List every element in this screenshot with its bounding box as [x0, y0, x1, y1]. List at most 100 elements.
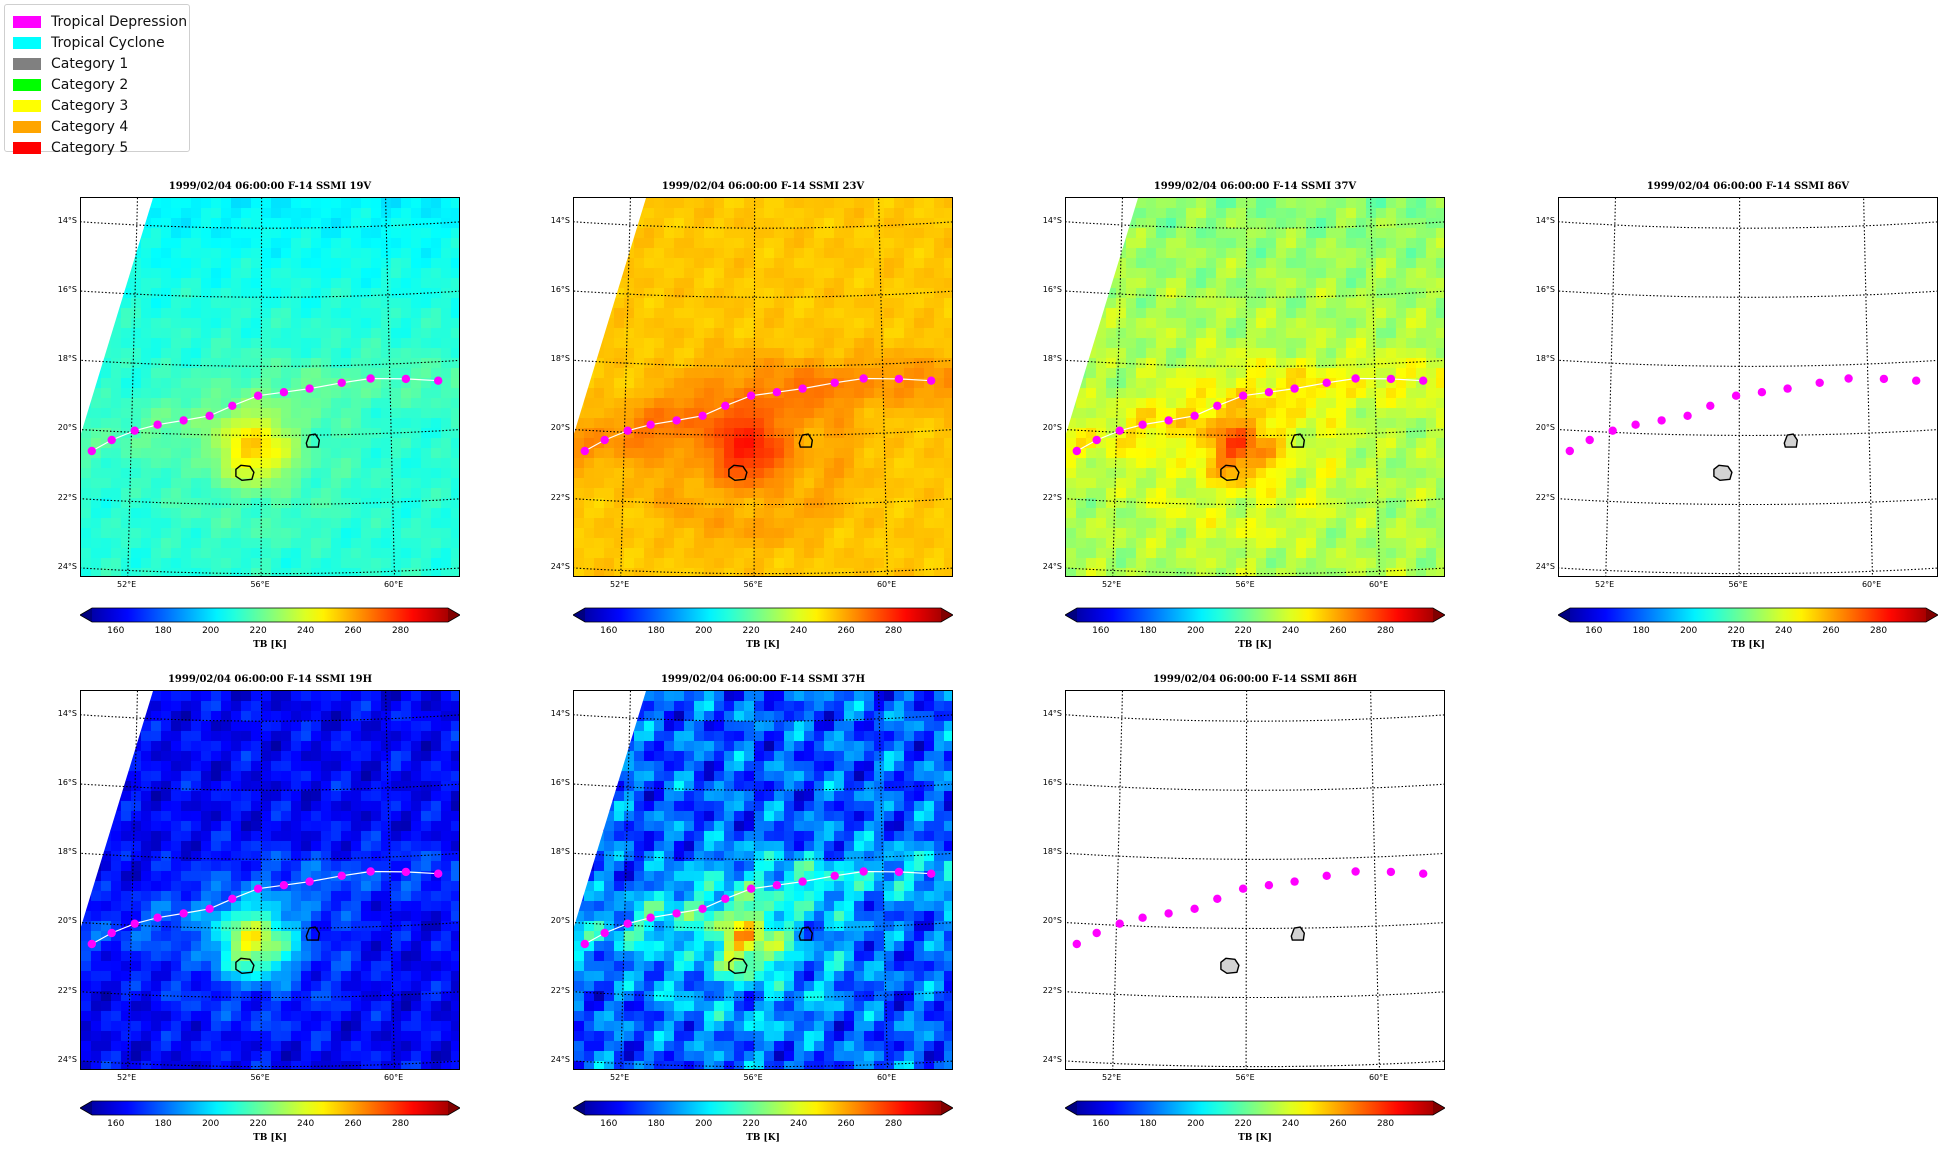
track-point-8	[772, 881, 782, 890]
colorbar-tick-label: 180	[1139, 1119, 1157, 1129]
lat-label: 16°S	[57, 778, 77, 788]
island-reunion	[235, 464, 255, 481]
panel-title: 1999/02/04 06:00:00 F-14 SSMI 37V	[1153, 181, 1357, 192]
track-point-0	[1072, 446, 1081, 456]
track-point-4	[1164, 909, 1173, 918]
lat-label: 20°S	[550, 916, 570, 926]
legend-label: Category 4	[51, 118, 129, 135]
track-point-13	[1419, 376, 1428, 385]
lat-label: 24°S	[57, 561, 77, 571]
swath-gap	[574, 198, 646, 434]
colorbar	[1065, 1100, 1445, 1116]
island-mauritius	[1290, 926, 1306, 941]
colorbar	[573, 1100, 953, 1116]
colorbar-tick-label: 160	[107, 1119, 125, 1129]
colorbar-label: TB [K]	[746, 640, 780, 650]
lon-label: 52°E	[610, 1073, 630, 1082]
lon-label: 56°E	[743, 580, 763, 589]
track-point-12	[401, 867, 411, 877]
panel-title: 1999/02/04 06:00:00 F-14 SSMI 23V	[661, 181, 865, 192]
lon-label: 52°E	[1102, 1073, 1122, 1082]
track-point-3	[1138, 913, 1147, 922]
colorbar-tick-label: 280	[884, 626, 903, 636]
colorbar-tick-label: 220	[742, 1119, 760, 1129]
colorbar-label: TB [K]	[253, 1133, 287, 1143]
colorbar-tick-label: 200	[1680, 626, 1698, 636]
track-point-0	[1565, 446, 1574, 456]
track-point-13	[434, 869, 443, 878]
panel-title: 1999/02/04 06:00:00 F-14 SSMI 37H	[660, 674, 866, 685]
map-plot-area	[573, 197, 953, 577]
track-point-6	[228, 894, 237, 903]
map-canvas	[1559, 198, 1937, 576]
lon-label: 60°E	[1861, 580, 1882, 589]
lat-label: 16°S	[550, 285, 570, 295]
track-point-5	[205, 904, 214, 913]
track-point-11	[366, 867, 375, 876]
track-point-3	[1138, 420, 1147, 429]
track-point-9	[305, 877, 314, 886]
track-point-0	[87, 939, 96, 949]
track-point-1	[1585, 435, 1594, 445]
lon-label: 60°E	[1368, 1073, 1389, 1082]
track-point-2	[130, 426, 139, 435]
track-point-0	[580, 939, 589, 949]
lon-label: 56°E	[250, 580, 270, 589]
track-point-11	[859, 374, 868, 383]
panel-title: 1999/02/04 06:00:00 F-14 SSMI 19V	[168, 181, 372, 192]
island-mauritius	[798, 433, 814, 448]
lon-label: 56°E	[1235, 580, 1255, 589]
lat-label: 22°S	[1042, 492, 1062, 502]
map-plot-area	[1065, 197, 1445, 577]
track-point-5	[1190, 904, 1199, 913]
island-mauritius	[1290, 433, 1306, 448]
track-point-1	[1092, 435, 1101, 445]
colorbar-tick-label: 220	[1234, 626, 1252, 636]
track-point-6	[721, 894, 730, 903]
island-reunion	[1713, 464, 1733, 481]
track-point-11	[1844, 374, 1853, 383]
track-point-7	[746, 391, 756, 400]
track-point-9	[305, 384, 314, 393]
track-point-8	[279, 881, 289, 890]
track-point-10	[1815, 378, 1824, 387]
lat-label: 22°S	[57, 492, 77, 502]
track-point-10	[830, 378, 839, 387]
track-point-11	[1351, 867, 1360, 876]
colorbar-tick-label: 160	[600, 1119, 618, 1129]
lat-label: 20°S	[1042, 916, 1062, 926]
track-point-13	[1912, 376, 1921, 385]
colorbar-label: TB [K]	[1238, 1133, 1272, 1143]
panel-title: 1999/02/04 06:00:00 F-14 SSMI 86V	[1646, 181, 1850, 192]
brightness-temperature-field	[81, 691, 459, 1069]
lat-label: 24°S	[1042, 1054, 1062, 1064]
track-point-12	[894, 374, 904, 384]
lat-label: 20°S	[57, 916, 77, 926]
track-point-6	[228, 401, 237, 410]
track-point-9	[1290, 384, 1299, 393]
track-point-10	[337, 871, 346, 880]
brightness-temperature-field	[81, 198, 459, 576]
colorbar-tick-label: 200	[202, 1119, 220, 1129]
legend-label: Category 2	[51, 76, 129, 93]
track-point-5	[1683, 411, 1692, 420]
map-plot-area	[1558, 197, 1938, 577]
track-point-3	[153, 420, 162, 429]
track-point-2	[1115, 426, 1124, 435]
colorbar-tick-label: 200	[202, 626, 220, 636]
colorbar-tick-label: 260	[837, 1119, 855, 1129]
track-point-8	[279, 388, 289, 397]
lat-label: 18°S	[1042, 354, 1062, 364]
track-point-8	[1264, 881, 1274, 890]
legend-item-category-4: Category 4	[13, 116, 128, 137]
lon-label: 56°E	[250, 1073, 270, 1082]
track-point-4	[1164, 416, 1173, 425]
track-point-7	[1238, 884, 1248, 893]
lat-label: 20°S	[1042, 423, 1062, 433]
track-point-13	[1419, 869, 1428, 878]
island-reunion	[1220, 957, 1240, 974]
colorbar-label: TB [K]	[746, 1133, 780, 1143]
track-point-1	[600, 928, 609, 938]
track-point-12	[1386, 374, 1396, 384]
colorbar-tick-label: 180	[154, 626, 172, 636]
